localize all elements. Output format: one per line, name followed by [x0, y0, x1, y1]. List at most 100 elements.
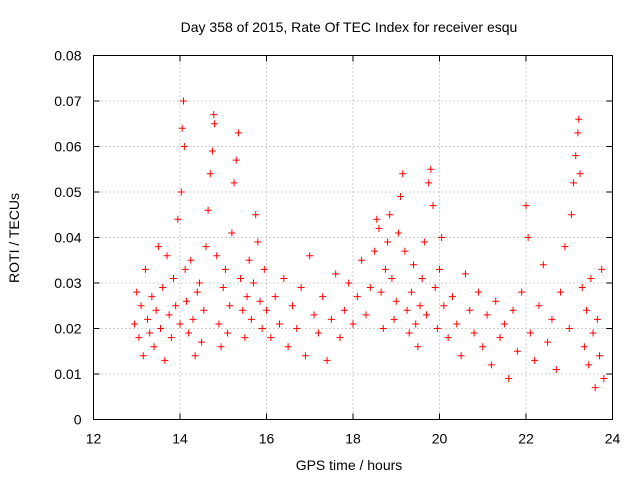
- data-point: [297, 284, 305, 292]
- data-point: [565, 325, 573, 332]
- data-point: [600, 375, 608, 383]
- data-point: [256, 297, 264, 305]
- data-point: [575, 115, 583, 123]
- data-point: [492, 297, 500, 305]
- data-point: [150, 343, 158, 351]
- data-point: [154, 243, 162, 251]
- data-point: [431, 284, 439, 292]
- data-point: [314, 329, 322, 337]
- y-tick-label: 0.03: [54, 275, 81, 291]
- data-point: [206, 170, 214, 178]
- data-point: [487, 361, 495, 369]
- data-point: [418, 274, 426, 282]
- data-point: [211, 120, 219, 128]
- x-tick-label: 20: [432, 431, 448, 447]
- data-point: [410, 261, 418, 269]
- data-point: [260, 265, 268, 273]
- data-point: [589, 329, 597, 337]
- data-point: [146, 329, 154, 337]
- data-point: [275, 320, 283, 328]
- data-point: [247, 315, 255, 323]
- y-tick-label: 0.05: [54, 184, 81, 200]
- data-point: [163, 252, 171, 260]
- data-point: [403, 306, 411, 314]
- data-point: [179, 97, 187, 105]
- data-point: [392, 297, 400, 305]
- data-point: [267, 334, 275, 342]
- data-point: [180, 143, 188, 150]
- data-point: [250, 279, 258, 287]
- data-point: [466, 306, 474, 314]
- data-point: [591, 384, 599, 392]
- axis-ticks: [93, 55, 613, 420]
- y-tick-label: 0.02: [54, 321, 81, 337]
- data-point: [323, 356, 331, 364]
- x-tick-label: 24: [605, 431, 621, 447]
- y-tick-label: 0: [74, 412, 82, 428]
- data-point: [522, 202, 530, 210]
- data-point: [208, 147, 216, 155]
- y-tick-label: 0.07: [54, 93, 81, 109]
- x-tick-label: 18: [345, 431, 361, 447]
- data-point: [161, 356, 169, 364]
- tick-labels: 12 14 16 18 20 22 24 0 0.01 0.02 0.03 0.04 0.05 0.06 0…: [54, 48, 620, 447]
- data-point: [165, 311, 173, 319]
- data-point: [539, 261, 547, 269]
- x-tick-label: 16: [259, 431, 275, 447]
- data-point: [583, 306, 591, 314]
- data-point: [375, 224, 383, 232]
- x-tick-label: 12: [86, 431, 102, 447]
- data-point: [535, 302, 543, 310]
- data-point: [174, 215, 182, 223]
- data-point: [204, 206, 212, 214]
- data-point: [210, 111, 218, 119]
- chart-title: Day 358 of 2015, Rate Of TEC Index for r…: [181, 19, 518, 35]
- data-point: [182, 297, 190, 305]
- data-point: [239, 306, 247, 314]
- data-point: [189, 315, 197, 323]
- data-point: [327, 315, 335, 323]
- data-point: [170, 274, 178, 282]
- data-point: [474, 288, 482, 296]
- data-point: [438, 234, 446, 241]
- data-point: [345, 279, 353, 287]
- data-point: [195, 279, 203, 287]
- data-point: [596, 352, 604, 360]
- data-point: [139, 352, 147, 360]
- data-point: [340, 306, 348, 314]
- data-point: [263, 306, 270, 314]
- data-point: [444, 334, 452, 342]
- data-point: [412, 320, 420, 328]
- data-point: [362, 311, 370, 319]
- data-point: [137, 302, 145, 310]
- data-point: [531, 356, 539, 364]
- data-point: [133, 288, 141, 296]
- data-point: [436, 265, 443, 273]
- data-point: [237, 274, 245, 282]
- data-point: [371, 247, 379, 255]
- data-point: [353, 293, 361, 301]
- data-point: [405, 329, 413, 337]
- data-point: [258, 325, 266, 332]
- data-point: [388, 274, 396, 282]
- data-point: [301, 352, 309, 360]
- data-point: [336, 334, 344, 342]
- y-tick-label: 0.06: [54, 139, 81, 155]
- y-tick-label: 0.01: [54, 366, 81, 382]
- data-point: [509, 306, 517, 314]
- data-point: [234, 129, 242, 137]
- data-point: [505, 375, 513, 383]
- data-point: [232, 156, 240, 164]
- data-point: [574, 129, 582, 137]
- data-point: [178, 124, 186, 132]
- data-point: [548, 315, 556, 323]
- data-point: [141, 265, 149, 273]
- data-point: [407, 288, 415, 296]
- data-point: [213, 252, 221, 260]
- y-tick-label: 0.08: [54, 48, 81, 64]
- data-point: [448, 293, 456, 301]
- data-point: [135, 334, 143, 342]
- data-point: [416, 302, 424, 310]
- data-point: [479, 343, 487, 351]
- data-point: [587, 274, 595, 282]
